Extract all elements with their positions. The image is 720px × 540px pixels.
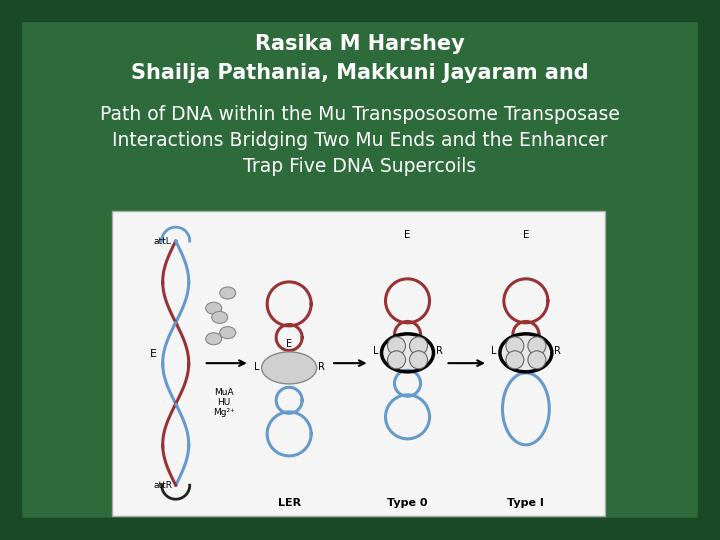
Text: L: L (373, 346, 378, 356)
Ellipse shape (500, 334, 552, 372)
Text: L: L (254, 362, 260, 372)
Circle shape (528, 337, 546, 355)
Text: L: L (491, 346, 497, 356)
Text: Shailja Pathania, Makkuni Jayaram and: Shailja Pathania, Makkuni Jayaram and (131, 63, 589, 83)
Circle shape (387, 351, 405, 369)
Circle shape (506, 337, 524, 355)
Text: E: E (286, 340, 292, 349)
Text: E: E (404, 230, 411, 240)
Ellipse shape (261, 352, 317, 384)
Bar (112, 211, 605, 516)
Text: Type I: Type I (508, 498, 544, 509)
Text: R: R (436, 346, 443, 356)
Text: attR: attR (153, 481, 173, 490)
Text: Rasika M Harshey: Rasika M Harshey (255, 34, 465, 55)
Circle shape (528, 351, 546, 369)
Ellipse shape (220, 287, 235, 299)
Text: Path of DNA within the Mu Transpososome Transposase: Path of DNA within the Mu Transpososome … (100, 105, 620, 124)
Circle shape (410, 351, 428, 369)
Circle shape (410, 337, 428, 355)
Text: R: R (318, 362, 325, 372)
Text: LER: LER (278, 498, 301, 509)
Circle shape (387, 337, 405, 355)
Text: E: E (523, 230, 529, 240)
Circle shape (506, 351, 524, 369)
Text: E: E (150, 349, 157, 359)
Ellipse shape (206, 302, 222, 314)
Ellipse shape (212, 312, 228, 323)
Ellipse shape (220, 327, 235, 339)
Text: MuA
HU
Mg²⁺: MuA HU Mg²⁺ (213, 388, 235, 417)
Text: Type 0: Type 0 (387, 498, 428, 509)
Ellipse shape (382, 334, 433, 372)
Text: R: R (554, 346, 562, 356)
Text: Interactions Bridging Two Mu Ends and the Enhancer: Interactions Bridging Two Mu Ends and th… (112, 131, 608, 150)
Text: attL: attL (153, 237, 171, 246)
Ellipse shape (206, 333, 222, 345)
Text: Trap Five DNA Supercoils: Trap Five DNA Supercoils (243, 157, 477, 176)
